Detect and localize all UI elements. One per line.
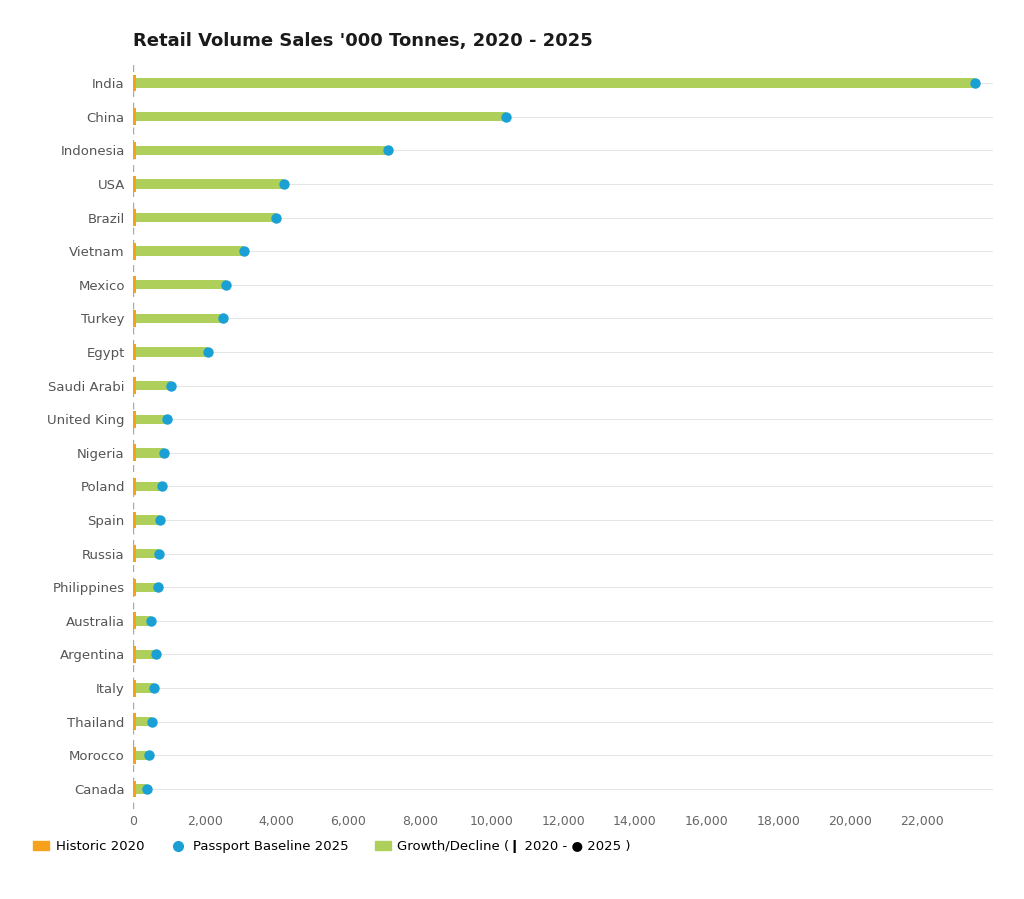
- Bar: [133, 751, 148, 760]
- Bar: [133, 280, 226, 289]
- Bar: [133, 717, 153, 726]
- Bar: [133, 683, 154, 693]
- Bar: [133, 343, 136, 360]
- Bar: [133, 75, 136, 92]
- Bar: [133, 146, 387, 155]
- Bar: [133, 213, 276, 222]
- Bar: [133, 747, 136, 764]
- Bar: [133, 378, 136, 394]
- Bar: [133, 680, 136, 697]
- Bar: [133, 347, 209, 357]
- Bar: [133, 579, 136, 596]
- Bar: [133, 112, 506, 121]
- Bar: [133, 549, 160, 558]
- Bar: [133, 482, 162, 491]
- Bar: [133, 246, 244, 256]
- Bar: [133, 78, 975, 88]
- Bar: [133, 414, 167, 424]
- Bar: [133, 179, 284, 189]
- Bar: [133, 713, 136, 730]
- Bar: [133, 646, 136, 663]
- Bar: [133, 650, 156, 659]
- Bar: [133, 314, 223, 323]
- Legend: Historic 2020, Passport Baseline 2025, Growth/Decline (❙ 2020 - ● 2025 ): Historic 2020, Passport Baseline 2025, G…: [28, 835, 636, 859]
- Bar: [133, 616, 152, 626]
- Bar: [133, 310, 136, 326]
- Bar: [133, 784, 147, 794]
- Bar: [133, 276, 136, 293]
- Bar: [133, 780, 136, 797]
- Bar: [133, 411, 136, 428]
- Text: Retail Volume Sales '000 Tonnes, 2020 - 2025: Retail Volume Sales '000 Tonnes, 2020 - …: [133, 32, 593, 50]
- Bar: [133, 175, 136, 192]
- Bar: [133, 546, 136, 562]
- Bar: [133, 209, 136, 226]
- Bar: [133, 512, 136, 529]
- Bar: [133, 515, 160, 525]
- Bar: [133, 612, 136, 629]
- Bar: [133, 583, 158, 592]
- Bar: [133, 478, 136, 494]
- Bar: [133, 142, 136, 159]
- Bar: [133, 381, 171, 390]
- Bar: [133, 448, 164, 458]
- Bar: [133, 444, 136, 461]
- Bar: [133, 243, 136, 260]
- Bar: [133, 108, 136, 125]
